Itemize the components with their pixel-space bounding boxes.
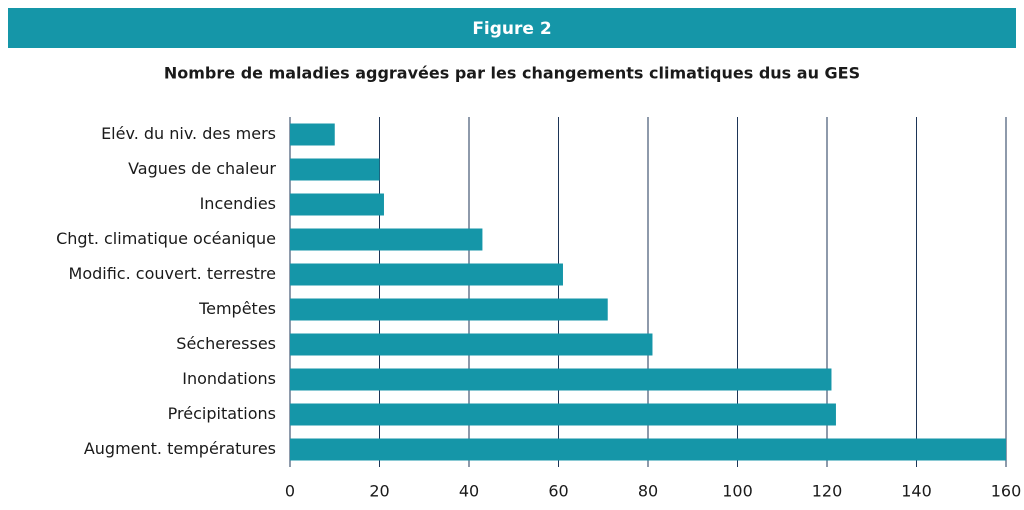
- x-tick-label: 120: [812, 482, 843, 501]
- bar: [290, 158, 380, 181]
- bar: [290, 263, 563, 286]
- x-tick-label: 40: [459, 482, 479, 501]
- y-tick-label: Précipitations: [168, 404, 276, 423]
- figure-label: Figure 2: [472, 19, 551, 39]
- y-tick-label: Inondations: [182, 369, 276, 388]
- bar: [290, 123, 335, 146]
- x-tick-label: 60: [548, 482, 568, 501]
- y-tick-label: Modific. couvert. terrestre: [69, 264, 276, 283]
- bar: [290, 368, 832, 391]
- x-tick-label: 0: [285, 482, 295, 501]
- y-tick-label: Tempêtes: [198, 299, 276, 318]
- x-tick-label: 100: [722, 482, 753, 501]
- y-tick-label: Augment. températures: [84, 439, 276, 458]
- y-tick-label: Sécheresses: [176, 334, 276, 353]
- bar: [290, 228, 483, 251]
- x-tick-label: 160: [991, 482, 1022, 501]
- chart-title: Nombre de maladies aggravées par les cha…: [164, 64, 860, 83]
- y-tick-label: Chgt. climatique océanique: [56, 229, 276, 248]
- x-tick-label: 140: [901, 482, 932, 501]
- bar: [290, 333, 653, 356]
- bar: [290, 193, 384, 216]
- header-banner: [8, 8, 1016, 48]
- y-tick-label: Incendies: [200, 194, 276, 213]
- x-tick-label: 20: [369, 482, 389, 501]
- bar: [290, 298, 608, 321]
- bar: [290, 403, 836, 426]
- y-tick-label: Vagues de chaleur: [128, 159, 276, 178]
- x-tick-label: 80: [638, 482, 658, 501]
- y-tick-label: Elév. du niv. des mers: [101, 124, 276, 143]
- bar: [290, 438, 1006, 461]
